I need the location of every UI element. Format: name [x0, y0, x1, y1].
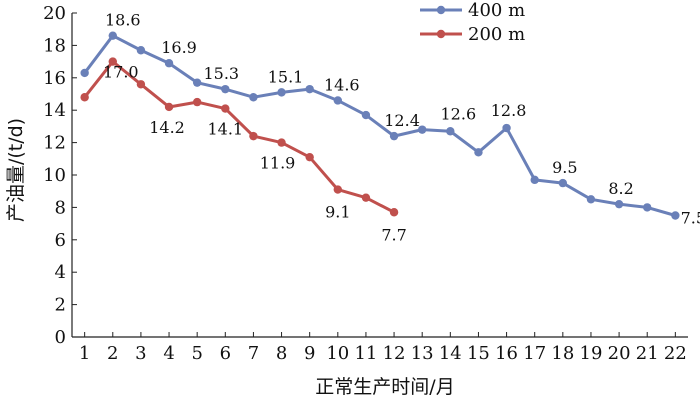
x-tick-label: 4 [163, 343, 174, 364]
y-tick-label: 8 [55, 197, 66, 218]
data-labels: 18.6 16.9 15.3 15.1 14.6 12.4 12.6 12.8 9.5 8.2 7.… [103, 11, 700, 245]
y-tick-label: 6 [55, 230, 66, 251]
x-tick-label: 8 [276, 343, 287, 364]
y-tick-label: 14 [43, 100, 66, 121]
x-tick-label: 21 [636, 343, 659, 364]
data-point [192, 78, 202, 87]
y-tick-label: 20 [43, 3, 66, 24]
legend-label: 400 m [468, 0, 525, 21]
data-label: 8.2 [608, 179, 633, 198]
x-tick-label: 2 [107, 343, 118, 364]
data-point [221, 84, 230, 94]
data-point [221, 104, 230, 113]
data-point [671, 211, 680, 220]
x-tick-label: 18 [551, 343, 574, 364]
data-point [108, 31, 117, 40]
data-label: 14.2 [149, 118, 185, 137]
data-point [249, 131, 258, 141]
y-tick-label: 16 [43, 68, 66, 89]
data-label: 17.0 [103, 63, 139, 82]
data-point [643, 203, 652, 212]
data-point [277, 138, 286, 147]
data-label: 18.6 [105, 11, 141, 30]
x-tick-label: 17 [523, 343, 546, 364]
data-label: 15.3 [203, 64, 239, 83]
data-point [333, 185, 343, 194]
y-tick-label: 0 [55, 327, 66, 348]
data-label: 9.1 [325, 203, 350, 222]
data-label: 12.6 [441, 104, 477, 123]
x-tick-label: 7 [248, 343, 259, 364]
x-tick-label: 22 [664, 343, 687, 364]
data-point [80, 93, 89, 102]
data-point [192, 97, 202, 107]
x-tick-label: 11 [354, 343, 377, 364]
series-line-400m [83, 34, 676, 217]
data-label: 15.1 [268, 67, 304, 86]
data-point [474, 148, 483, 157]
data-point [614, 199, 624, 209]
y-axis-title: 产油量/(t/d) [5, 118, 27, 222]
legend: 400 m 200 m [420, 0, 525, 45]
data-point [502, 123, 511, 133]
data-point [333, 96, 343, 105]
data-point [305, 84, 314, 94]
data-point [305, 152, 314, 162]
x-tick-label: 9 [304, 343, 315, 364]
series-lines [83, 34, 676, 217]
data-point [277, 88, 286, 97]
data-label: 14.6 [324, 75, 360, 94]
data-point [249, 93, 258, 102]
y-tick-label: 12 [43, 133, 66, 154]
x-tick-label: 13 [411, 343, 434, 364]
data-point [164, 102, 174, 112]
x-tick-label: 19 [580, 343, 603, 364]
x-tick-label: 14 [439, 343, 462, 364]
data-point [389, 131, 399, 141]
data-label: 7.7 [381, 225, 406, 244]
x-tick-label: 15 [467, 343, 490, 364]
data-label: 16.9 [161, 38, 197, 57]
data-point [417, 125, 427, 134]
data-point [164, 59, 174, 68]
x-tick-label: 3 [135, 343, 146, 364]
x-tick-label: 10 [326, 343, 349, 364]
data-label: 12.8 [491, 101, 527, 120]
x-tick-label: 5 [191, 343, 202, 364]
legend-swatch-marker [436, 29, 446, 39]
data-point [389, 208, 399, 217]
legend-swatch-marker [436, 5, 446, 15]
y-tick-label: 10 [43, 165, 66, 186]
data-point [80, 68, 89, 78]
data-point [558, 178, 568, 188]
x-axis-title: 正常生产时间/月 [315, 376, 454, 398]
data-label: 12.4 [384, 111, 420, 130]
data-point [530, 175, 539, 185]
data-point [136, 80, 146, 89]
y-tick-label: 4 [55, 262, 66, 283]
data-point [136, 46, 146, 55]
x-tick-label: 20 [608, 343, 631, 364]
data-label: 11.9 [260, 154, 296, 173]
data-label: 14.1 [207, 120, 243, 139]
series-points [80, 31, 680, 220]
data-point [446, 127, 455, 136]
y-tick-label: 18 [43, 35, 66, 56]
y-tick-label: 2 [55, 295, 66, 316]
data-point [361, 110, 371, 120]
series-line-200m [83, 60, 395, 214]
data-label: 9.5 [552, 158, 577, 177]
x-tick-label: 6 [220, 343, 231, 364]
x-tick-label: 1 [79, 343, 90, 364]
data-point [586, 195, 596, 204]
x-tick-label: 12 [383, 343, 406, 364]
x-tick-label: 16 [495, 343, 518, 364]
legend-label: 200 m [468, 24, 525, 45]
data-label: 7.5 [681, 209, 700, 228]
data-point [108, 57, 117, 66]
data-point [361, 193, 371, 202]
